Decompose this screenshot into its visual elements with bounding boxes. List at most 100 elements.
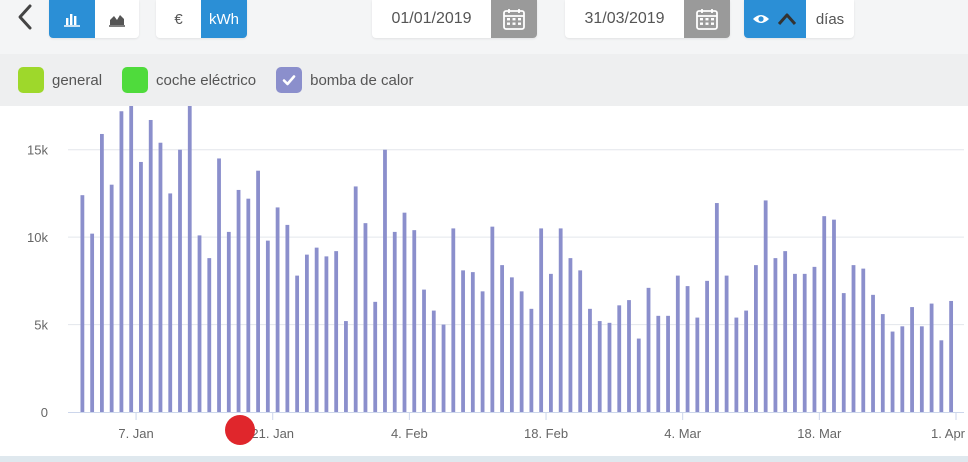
- bar[interactable]: [802, 273, 807, 412]
- bar[interactable]: [256, 170, 260, 412]
- bar[interactable]: [734, 317, 739, 412]
- end-date-input[interactable]: 31/03/2019: [584, 10, 665, 27]
- bar[interactable]: [285, 224, 290, 412]
- bar[interactable]: [617, 305, 622, 412]
- bar[interactable]: [539, 228, 544, 412]
- bar[interactable]: [295, 275, 300, 412]
- bar[interactable]: [549, 273, 553, 412]
- bar[interactable]: [763, 200, 768, 412]
- bar[interactable]: [422, 289, 426, 412]
- bar[interactable]: [627, 300, 631, 412]
- legend-item-coche-electrico[interactable]: coche eléctrico: [122, 67, 256, 93]
- bar[interactable]: [80, 195, 85, 412]
- bar[interactable]: [226, 231, 231, 412]
- bar[interactable]: [646, 287, 651, 412]
- back-button[interactable]: [12, 2, 38, 32]
- bar[interactable]: [100, 133, 104, 412]
- bar[interactable]: [841, 293, 846, 412]
- legend-checkbox-bomba-de-calor[interactable]: [276, 67, 303, 93]
- bar[interactable]: [509, 277, 514, 412]
- bar[interactable]: [685, 286, 690, 412]
- bar[interactable]: [207, 258, 212, 412]
- bar[interactable]: [470, 272, 475, 412]
- bar[interactable]: [529, 308, 534, 412]
- bar[interactable]: [558, 228, 563, 412]
- legend-checkbox-coche-electrico[interactable]: [122, 67, 149, 93]
- bar[interactable]: [480, 291, 485, 412]
- bar[interactable]: [217, 158, 221, 412]
- bar[interactable]: [666, 315, 670, 412]
- bar[interactable]: [822, 216, 827, 412]
- bar[interactable]: [900, 326, 905, 412]
- bar[interactable]: [578, 270, 583, 412]
- bar[interactable]: [392, 231, 397, 412]
- bar[interactable]: [597, 321, 602, 412]
- bar[interactable]: [363, 223, 368, 412]
- bar[interactable]: [187, 106, 192, 412]
- bar[interactable]: [265, 240, 270, 412]
- bar[interactable]: [519, 291, 524, 412]
- bar[interactable]: [919, 326, 924, 412]
- bar[interactable]: [314, 247, 319, 412]
- period-toggle-button[interactable]: [744, 0, 806, 38]
- legend-item-bomba-de-calor[interactable]: bomba de calor: [276, 67, 414, 93]
- bar[interactable]: [324, 256, 329, 412]
- bar[interactable]: [353, 186, 358, 412]
- bar[interactable]: [832, 219, 836, 412]
- bar[interactable]: [344, 321, 348, 412]
- area-chart-button[interactable]: [95, 0, 139, 38]
- bar[interactable]: [431, 310, 436, 412]
- bar[interactable]: [402, 212, 407, 412]
- bar[interactable]: [929, 303, 934, 412]
- bar[interactable]: [246, 198, 251, 412]
- bar[interactable]: [773, 258, 778, 412]
- bar[interactable]: [949, 300, 954, 412]
- bar[interactable]: [119, 111, 124, 412]
- bar[interactable]: [724, 275, 729, 412]
- bar[interactable]: [90, 233, 95, 412]
- bar[interactable]: [607, 322, 612, 412]
- bar[interactable]: [890, 331, 895, 412]
- bar[interactable]: [812, 266, 817, 412]
- bar[interactable]: [275, 207, 280, 412]
- bar[interactable]: [861, 268, 866, 412]
- bar[interactable]: [236, 189, 241, 412]
- bar[interactable]: [568, 258, 573, 412]
- legend-item-general[interactable]: general: [18, 67, 102, 93]
- bar[interactable]: [656, 315, 661, 412]
- bar[interactable]: [744, 310, 749, 412]
- start-date-calendar-button[interactable]: [491, 0, 537, 38]
- bar[interactable]: [880, 314, 885, 412]
- end-date-calendar-button[interactable]: [684, 0, 730, 38]
- bar[interactable]: [636, 338, 641, 412]
- bar[interactable]: [373, 301, 378, 412]
- bar[interactable]: [714, 203, 719, 412]
- bar[interactable]: [158, 142, 163, 412]
- bar[interactable]: [109, 184, 114, 412]
- unit-kwh-button[interactable]: kWh: [201, 0, 247, 38]
- bar[interactable]: [851, 265, 856, 412]
- start-date-input[interactable]: 01/01/2019: [391, 10, 472, 27]
- bar[interactable]: [500, 265, 505, 412]
- bar[interactable]: [129, 106, 134, 412]
- bar[interactable]: [178, 149, 182, 412]
- bar[interactable]: [910, 307, 914, 412]
- bar[interactable]: [753, 265, 758, 412]
- bar[interactable]: [871, 294, 875, 412]
- bar[interactable]: [139, 161, 143, 412]
- legend-checkbox-general[interactable]: [18, 67, 44, 93]
- bar[interactable]: [412, 230, 417, 412]
- period-label[interactable]: días: [806, 0, 854, 38]
- bar-chart-button[interactable]: [49, 0, 95, 38]
- bar[interactable]: [588, 308, 592, 412]
- bar[interactable]: [168, 193, 173, 412]
- unit-euro-button[interactable]: €: [156, 0, 201, 38]
- bar[interactable]: [939, 340, 944, 412]
- bar[interactable]: [197, 235, 202, 412]
- bar[interactable]: [304, 254, 309, 412]
- bar[interactable]: [461, 270, 465, 412]
- bar[interactable]: [793, 273, 797, 412]
- bar[interactable]: [334, 251, 339, 412]
- bar[interactable]: [675, 275, 680, 412]
- bar[interactable]: [451, 228, 456, 412]
